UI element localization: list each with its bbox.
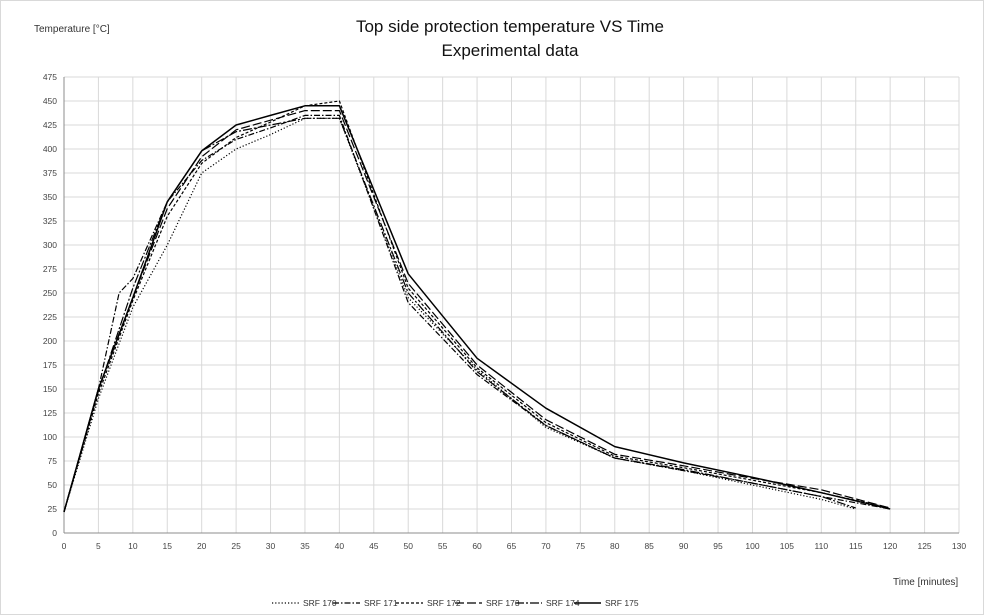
y-tick-label: 0 [52,528,57,538]
y-tick-label: 50 [48,480,58,490]
x-tick-label: 75 [576,541,586,551]
y-tick-label: 175 [43,360,57,370]
x-tick-label: 105 [780,541,794,551]
grid [64,76,960,533]
x-tick-label: 15 [163,541,173,551]
series-line-srf-174 [63,117,856,513]
y-tick-label: 400 [43,144,57,154]
x-tick-label: 20 [197,541,207,551]
y-tick-label: 375 [43,168,57,178]
y-tick-label: 275 [43,264,57,274]
legend-label: SRF 175 [605,598,639,608]
x-tick-label: 0 [62,541,67,551]
axes [63,77,959,534]
chart-subtitle: Experimental data [441,41,579,60]
legend-label: SRF 174 [546,598,580,608]
y-tick-label: 450 [43,96,57,106]
x-tick-label: 120 [883,541,897,551]
x-tick-label: 55 [438,541,448,551]
y-tick-label: 300 [43,240,57,250]
legend-label: SRF 172 [427,598,461,608]
y-tick-label: 25 [48,504,58,514]
series-line-srf-173 [63,109,891,513]
y-tick-label: 75 [48,456,58,466]
tick-labels: 0255075100125150175200225250275300325350… [43,72,967,551]
x-tick-label: 130 [952,541,966,551]
y-tick-label: 100 [43,432,57,442]
series-lines [63,100,891,513]
x-tick-label: 95 [713,541,723,551]
legend: SRF 170 SRF 171 SRF 172 SRF 173 SRF 174 SRF 1… [272,598,639,608]
y-tick-label: 225 [43,312,57,322]
x-tick-label: 10 [128,541,138,551]
y-tick-label: 200 [43,336,57,346]
legend-label: SRF 171 [364,598,398,608]
x-tick-label: 65 [507,541,517,551]
x-tick-label: 110 [815,541,829,551]
y-axis-label: Temperature [°C] [34,24,110,35]
chart-title: Top side protection temperature VS Time [355,17,665,36]
series-line-srf-171 [63,114,891,513]
y-tick-label: 350 [43,192,57,202]
series-line-srf-175 [63,105,891,513]
series-line-srf-172 [63,100,891,513]
legend-label: SRF 170 [303,598,337,608]
x-tick-label: 85 [644,541,654,551]
y-tick-label: 150 [43,384,57,394]
x-tick-label: 125 [917,541,931,551]
x-tick-label: 100 [745,541,759,551]
y-tick-label: 250 [43,288,57,298]
legend-label: SRF 173 [486,598,520,608]
x-tick-label: 45 [369,541,379,551]
y-tick-label: 125 [43,408,57,418]
x-tick-label: 50 [403,541,413,551]
series-line-srf-170 [63,117,856,513]
x-tick-label: 90 [679,541,689,551]
x-tick-label: 115 [849,541,863,551]
x-tick-label: 25 [231,541,241,551]
x-tick-label: 70 [541,541,551,551]
y-tick-label: 325 [43,216,57,226]
x-tick-label: 5 [96,541,101,551]
x-tick-label: 80 [610,541,620,551]
y-tick-label: 425 [43,120,57,130]
x-axis-label: Time [minutes] [893,577,959,588]
x-tick-label: 30 [266,541,276,551]
y-tick-label: 475 [43,72,57,82]
x-tick-label: 35 [300,541,310,551]
x-tick-label: 40 [335,541,345,551]
x-tick-label: 60 [472,541,482,551]
